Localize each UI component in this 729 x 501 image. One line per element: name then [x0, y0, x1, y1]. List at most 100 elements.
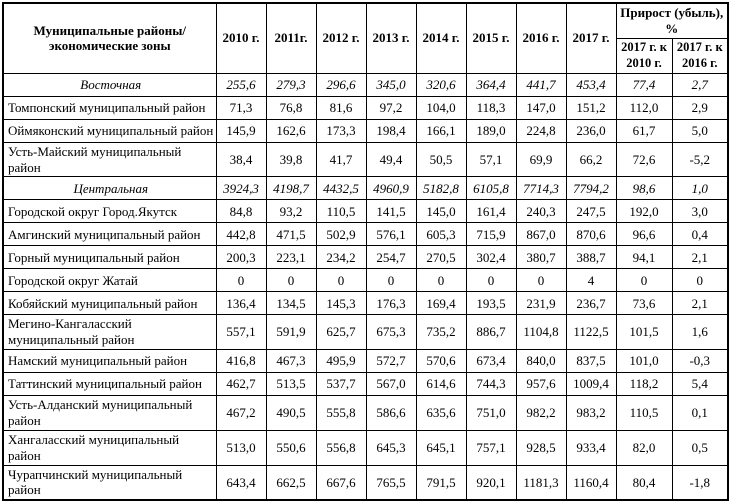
cell-value: 2,9 [671, 95, 729, 120]
cell-value: 192,0 [615, 199, 673, 224]
cell-value: 0,4 [671, 222, 729, 247]
cell-value: 495,9 [315, 349, 367, 374]
row-label: Томпонский муниципальный район [2, 95, 217, 120]
cell-value: 0 [415, 268, 467, 293]
cell-value: 81,6 [315, 95, 367, 120]
table-row: Горный муниципальный район 200,3 223,1 234,… [2, 245, 729, 270]
cell-value: 556,8 [315, 429, 367, 466]
cell-value: 2,1 [671, 291, 729, 316]
cell-value: 145,9 [215, 118, 267, 143]
table-row: Усть-Алданский муниципальный район 467,2 4… [2, 395, 729, 431]
cell-value: 49,4 [365, 141, 417, 178]
cell-value: 4198,7 [265, 176, 317, 201]
table-body: Восточная 255,6 279,3 296,6 345,0 320,6 364,4 4… [2, 72, 729, 501]
cell-value: 2,1 [671, 245, 729, 270]
cell-value: 112,0 [615, 95, 673, 120]
cell-value: 982,2 [515, 395, 567, 431]
cell-value: 189,0 [465, 118, 517, 143]
cell-value: 231,9 [515, 291, 567, 316]
cell-value: 751,0 [465, 395, 517, 431]
cell-value: 169,4 [415, 291, 467, 316]
cell-value: 2,7 [671, 72, 729, 97]
cell-value: 39,8 [265, 141, 317, 178]
cell-value: 667,6 [315, 464, 367, 501]
cell-value: 1160,4 [565, 464, 617, 501]
cell-value: 57,1 [465, 141, 517, 178]
cell-value: 270,5 [415, 245, 467, 270]
cell-value: 0 [215, 268, 267, 293]
header-row-top: Муниципальные районы/ экономические зоны… [2, 2, 729, 74]
cell-value: 550,6 [265, 429, 317, 466]
cell-value: 744,3 [465, 372, 517, 397]
column-header-2016: 2016 г. [515, 2, 567, 74]
cell-value: 61,7 [615, 118, 673, 143]
table-header: Муниципальные районы/ экономические зоны… [2, 2, 729, 74]
cell-value: 416,8 [215, 349, 267, 374]
cell-value: 537,7 [315, 372, 367, 397]
row-label: Чурапчинский муниципальный район [2, 464, 217, 501]
cell-value: 110,5 [315, 199, 367, 224]
cell-value: 7714,3 [515, 176, 567, 201]
cell-value: 1009,4 [565, 372, 617, 397]
cell-value: 141,5 [365, 199, 417, 224]
table-row: Амгинский муниципальный район 442,8 471,5 5… [2, 222, 729, 247]
cell-value: 73,6 [615, 291, 673, 316]
cell-value: 69,9 [515, 141, 567, 178]
row-label: Восточная [2, 72, 217, 97]
cell-value: 254,7 [365, 245, 417, 270]
cell-value: 0 [365, 268, 417, 293]
cell-value: 576,1 [365, 222, 417, 247]
cell-value: 591,9 [265, 314, 317, 351]
cell-value: 345,0 [365, 72, 417, 97]
cell-value: 136,4 [215, 291, 267, 316]
cell-value: 441,7 [515, 72, 567, 97]
cell-value: 0 [515, 268, 567, 293]
cell-value: 388,7 [565, 245, 617, 270]
cell-value: 50,5 [415, 141, 467, 178]
cell-value: 886,7 [465, 314, 517, 351]
column-header-growth: Прирост (убыль), % [615, 2, 729, 39]
table-row: Чурапчинский муниципальный район 643,4 662… [2, 464, 729, 501]
row-label: Амгинский муниципальный район [2, 222, 217, 247]
cell-value: 161,4 [465, 199, 517, 224]
cell-value: 0,5 [671, 429, 729, 466]
cell-value: 80,4 [615, 464, 673, 501]
cell-value: 1122,5 [565, 314, 617, 351]
cell-value: 675,3 [365, 314, 417, 351]
cell-value: 513,5 [265, 372, 317, 397]
cell-value: 84,8 [215, 199, 267, 224]
column-header-growth-2017-vs-2016: 2017 г. к 2016 г. [671, 37, 729, 74]
cell-value: 0,1 [671, 395, 729, 431]
table-row: Оймяконский муниципальный район 145,9 162,… [2, 118, 729, 143]
cell-value: 614,6 [415, 372, 467, 397]
cell-value: 255,6 [215, 72, 267, 97]
cell-value: 0 [465, 268, 517, 293]
cell-value: 867,0 [515, 222, 567, 247]
table-row: Кобяйский муниципальный район 136,4 134,5 1… [2, 291, 729, 316]
row-label: Кобяйский муниципальный район [2, 291, 217, 316]
cell-value: 735,2 [415, 314, 467, 351]
cell-value: 1181,3 [515, 464, 567, 501]
cell-value: 837,5 [565, 349, 617, 374]
column-header-2013: 2013 г. [365, 2, 417, 74]
column-header-2014: 2014 г. [415, 2, 467, 74]
cell-value: 101,5 [615, 314, 673, 351]
cell-value: 5,4 [671, 372, 729, 397]
cell-value: 645,1 [415, 429, 467, 466]
cell-value: 0 [265, 268, 317, 293]
cell-value: 134,5 [265, 291, 317, 316]
cell-value: 467,2 [215, 395, 267, 431]
cell-value: 234,2 [315, 245, 367, 270]
cell-value: 94,1 [615, 245, 673, 270]
cell-value: 957,6 [515, 372, 567, 397]
cell-value: 110,5 [615, 395, 673, 431]
cell-value: 176,3 [365, 291, 417, 316]
table-row: Хангаласский муниципальный район 513,0 550… [2, 429, 729, 466]
cell-value: 173,3 [315, 118, 367, 143]
cell-value: 453,4 [565, 72, 617, 97]
cell-value: 1,0 [671, 176, 729, 201]
cell-value: 71,3 [215, 95, 267, 120]
cell-value: 198,4 [365, 118, 417, 143]
row-label: Горный муниципальный район [2, 245, 217, 270]
